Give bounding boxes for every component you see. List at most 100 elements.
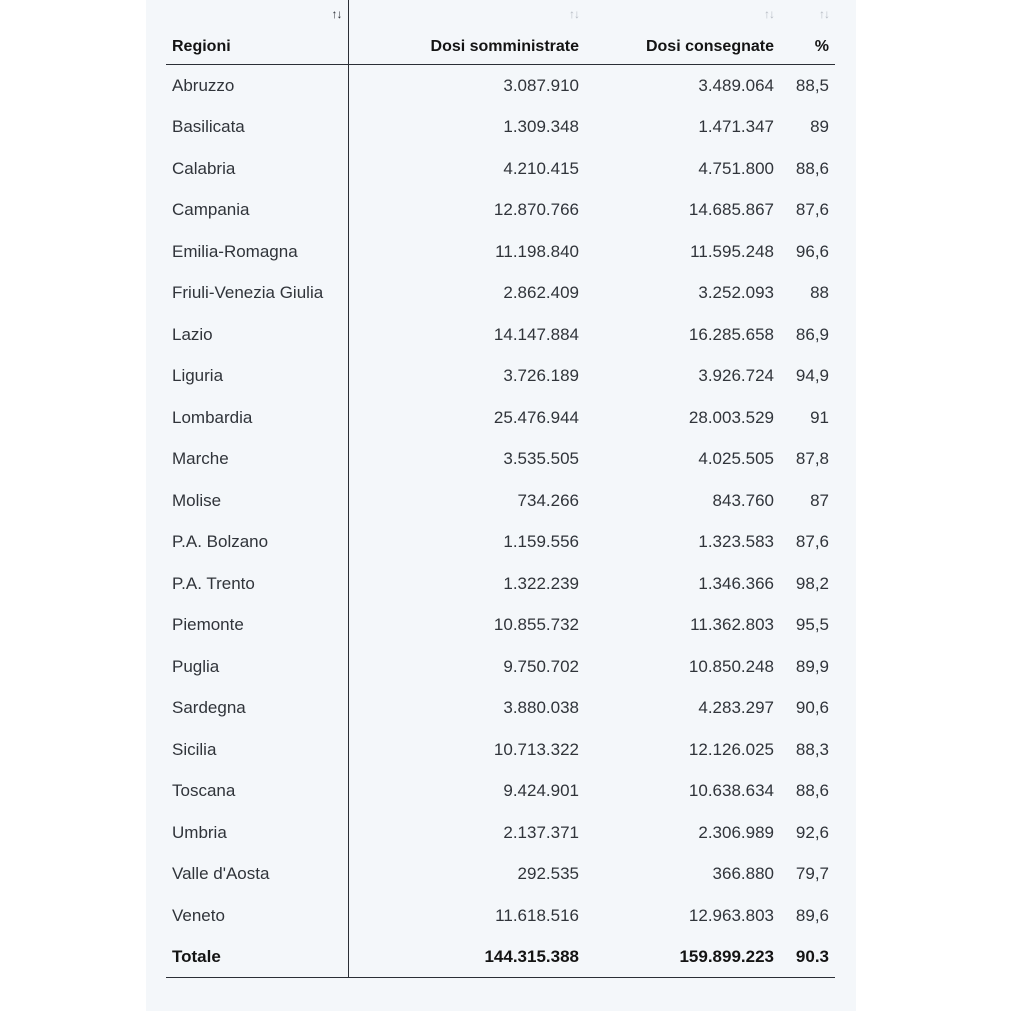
cell-percent: 95,5 (795, 615, 829, 635)
cell-administered: 292.535 (517, 864, 579, 884)
cell-delivered: 843.760 (712, 490, 774, 510)
cell-administered: 9.424.901 (503, 781, 579, 801)
cell-region: Emilia-Romagna (166, 231, 349, 273)
cell-percent: 91 (810, 407, 829, 427)
table-row: Sicilia 10.713.322 12.126.025 88,3 (166, 729, 835, 771)
table-row: Basilicata 1.309.348 1.471.347 89 (166, 106, 835, 148)
cell-region: P.A. Bolzano (166, 521, 349, 563)
cell-percent: 87,6 (795, 532, 829, 552)
table-row: Valle d'Aosta 292.535 366.880 79,7 (166, 853, 835, 895)
column-header-delivered[interactable]: ↑↓ Dosi consegnate (585, 0, 780, 65)
table-body: Abruzzo 3.087.910 3.489.064 88,5 Basilicata 1… (166, 64, 835, 978)
cell-administered: 3.535.505 (503, 449, 579, 469)
cell-region: Puglia (166, 646, 349, 688)
cell-delivered: 4.751.800 (698, 158, 774, 178)
cell-percent: 87,6 (795, 200, 829, 220)
cell-delivered: 3.489.064 (698, 75, 774, 95)
cell-region: Sardegna (166, 687, 349, 729)
cell-delivered: 28.003.529 (688, 407, 774, 427)
table-row: Lombardia 25.476.944 28.003.529 91 (166, 397, 835, 439)
table-row: Veneto 11.618.516 12.963.803 89,6 (166, 895, 835, 937)
cell-administered: 3.087.910 (503, 75, 579, 95)
cell-percent: 92,6 (795, 822, 829, 842)
cell-region: Umbria (166, 812, 349, 854)
cell-delivered: 14.685.867 (688, 200, 774, 220)
cell-region: Molise (166, 480, 349, 522)
cell-administered: 11.618.516 (495, 905, 579, 925)
cell-administered: 3.880.038 (503, 698, 579, 718)
cell-region: Veneto (166, 895, 349, 937)
column-header-percent[interactable]: ↑↓ % (780, 0, 835, 65)
cell-delivered: 11.595.248 (690, 241, 774, 261)
table-row: Marche 3.535.505 4.025.505 87,8 (166, 438, 835, 480)
cell-administered: 1.309.348 (503, 117, 579, 137)
cell-delivered: 3.252.093 (698, 283, 774, 303)
cell-region: Liguria (166, 355, 349, 397)
table-row: Friuli-Venezia Giulia 2.862.409 3.252.093 8… (166, 272, 835, 314)
cell-delivered: 10.850.248 (688, 656, 774, 676)
cell-region: Sicilia (166, 729, 349, 771)
total-cell-percent: 90.3 (780, 936, 835, 978)
content-panel: ↑↓ Regioni ↑↓ Dosi somministrate ↑↓ Dosi… (146, 0, 856, 1011)
table-row: Emilia-Romagna 11.198.840 11.595.248 96,6 (166, 231, 835, 273)
cell-delivered: 1.323.583 (698, 532, 774, 552)
cell-delivered: 1.471.347 (698, 117, 774, 137)
total-cell-administered: 144.315.388 (348, 936, 585, 978)
cell-administered: 2.137.371 (503, 822, 579, 842)
cell-region: P.A. Trento (166, 563, 349, 605)
cell-percent: 88,3 (795, 739, 829, 759)
cell-administered: 10.855.732 (493, 615, 579, 635)
cell-region: Campania (166, 189, 349, 231)
cell-region: Basilicata (166, 106, 349, 148)
sort-arrows-icon[interactable]: ↑↓ (331, 7, 343, 21)
cell-delivered: 4.283.297 (698, 698, 774, 718)
cell-delivered: 10.638.634 (688, 781, 774, 801)
cell-delivered: 2.306.989 (698, 822, 774, 842)
cell-administered: 1.322.239 (503, 573, 579, 593)
cell-administered: 3.726.189 (503, 366, 579, 386)
sort-arrows-icon[interactable]: ↑↓ (819, 7, 830, 21)
sort-arrows-icon[interactable]: ↑↓ (569, 7, 580, 21)
cell-administered: 734.266 (517, 490, 579, 510)
cell-administered: 25.476.944 (493, 407, 579, 427)
vaccine-doses-table: ↑↓ Regioni ↑↓ Dosi somministrate ↑↓ Dosi… (166, 0, 835, 978)
cell-administered: 14.147.884 (493, 324, 579, 344)
table-row: P.A. Bolzano 1.159.556 1.323.583 87,6 (166, 521, 835, 563)
cell-delivered: 12.963.803 (688, 905, 774, 925)
sort-arrows-icon[interactable]: ↑↓ (764, 7, 775, 21)
table-row: Puglia 9.750.702 10.850.248 89,9 (166, 646, 835, 688)
cell-administered: 2.862.409 (503, 283, 579, 303)
header-row: ↑↓ Regioni ↑↓ Dosi somministrate ↑↓ Dosi… (166, 0, 835, 65)
column-header-administered[interactable]: ↑↓ Dosi somministrate (348, 0, 585, 65)
cell-administered: 9.750.702 (503, 656, 579, 676)
cell-administered: 12.870.766 (493, 200, 579, 220)
cell-administered: 4.210.415 (503, 158, 579, 178)
column-header-region-label: Regioni (172, 38, 231, 55)
cell-percent: 86,9 (795, 324, 829, 344)
cell-percent: 87 (810, 490, 829, 510)
cell-administered: 10.713.322 (493, 739, 579, 759)
table-row: Campania 12.870.766 14.685.867 87,6 (166, 189, 835, 231)
cell-delivered: 4.025.505 (698, 449, 774, 469)
cell-percent: 87,8 (795, 449, 829, 469)
cell-delivered: 1.346.366 (698, 573, 774, 593)
table-row: Molise 734.266 843.760 87 (166, 480, 835, 522)
cell-administered: 1.159.556 (503, 532, 579, 552)
cell-percent: 88,6 (795, 781, 829, 801)
cell-percent: 94,9 (795, 366, 829, 386)
table-row: Umbria 2.137.371 2.306.989 92,6 (166, 812, 835, 854)
cell-region: Valle d'Aosta (166, 853, 349, 895)
cell-percent: 90,6 (795, 698, 829, 718)
cell-delivered: 12.126.025 (688, 739, 774, 759)
cell-region: Abruzzo (166, 64, 349, 107)
column-header-region[interactable]: ↑↓ Regioni (166, 0, 349, 65)
table-row: Lazio 14.147.884 16.285.658 86,9 (166, 314, 835, 356)
table-row: Abruzzo 3.087.910 3.489.064 88,5 (166, 64, 835, 107)
cell-percent: 88 (810, 283, 829, 303)
cell-percent: 89,9 (795, 656, 829, 676)
table-row: P.A. Trento 1.322.239 1.346.366 98,2 (166, 563, 835, 605)
table-row: Liguria 3.726.189 3.926.724 94,9 (166, 355, 835, 397)
total-cell-region: Totale (166, 936, 349, 978)
cell-percent: 98,2 (795, 573, 829, 593)
column-header-percent-label: % (814, 38, 829, 55)
